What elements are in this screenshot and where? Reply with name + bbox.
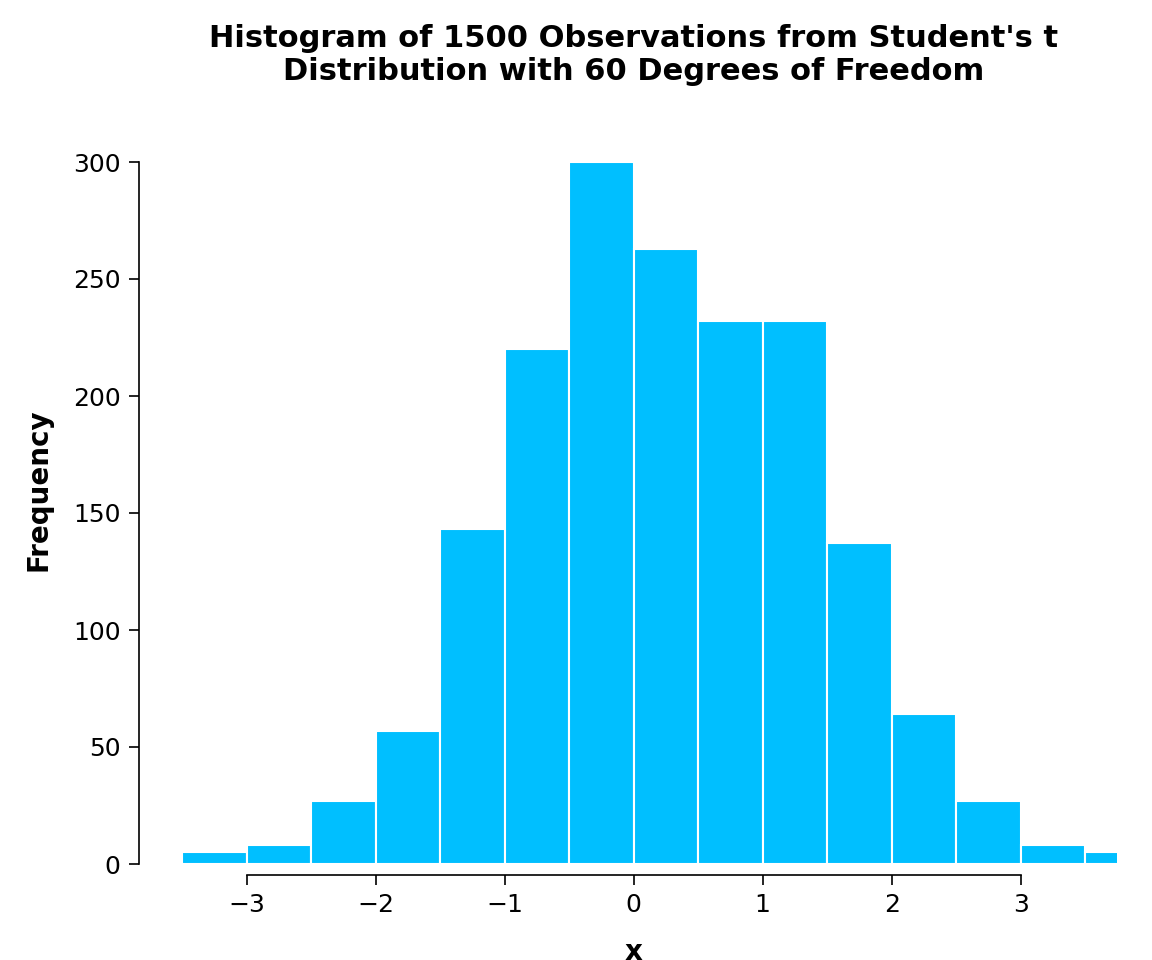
Bar [569, 162, 634, 864]
Bar [892, 714, 956, 864]
Y-axis label: Frequency: Frequency [24, 408, 52, 571]
Bar [1085, 852, 1150, 864]
Bar [247, 846, 311, 864]
Title: Histogram of 1500 Observations from Student's t
Distribution with 60 Degrees of : Histogram of 1500 Observations from Stud… [209, 24, 1059, 86]
Bar [1021, 846, 1085, 864]
X-axis label: x: x [624, 938, 643, 960]
Bar [956, 801, 1021, 864]
Bar [440, 529, 505, 864]
Bar [505, 349, 569, 864]
Bar [182, 852, 247, 864]
Bar [827, 543, 892, 864]
Bar [698, 321, 763, 864]
Bar [311, 801, 376, 864]
Bar [763, 321, 827, 864]
Bar [376, 731, 440, 864]
Bar [634, 249, 698, 864]
